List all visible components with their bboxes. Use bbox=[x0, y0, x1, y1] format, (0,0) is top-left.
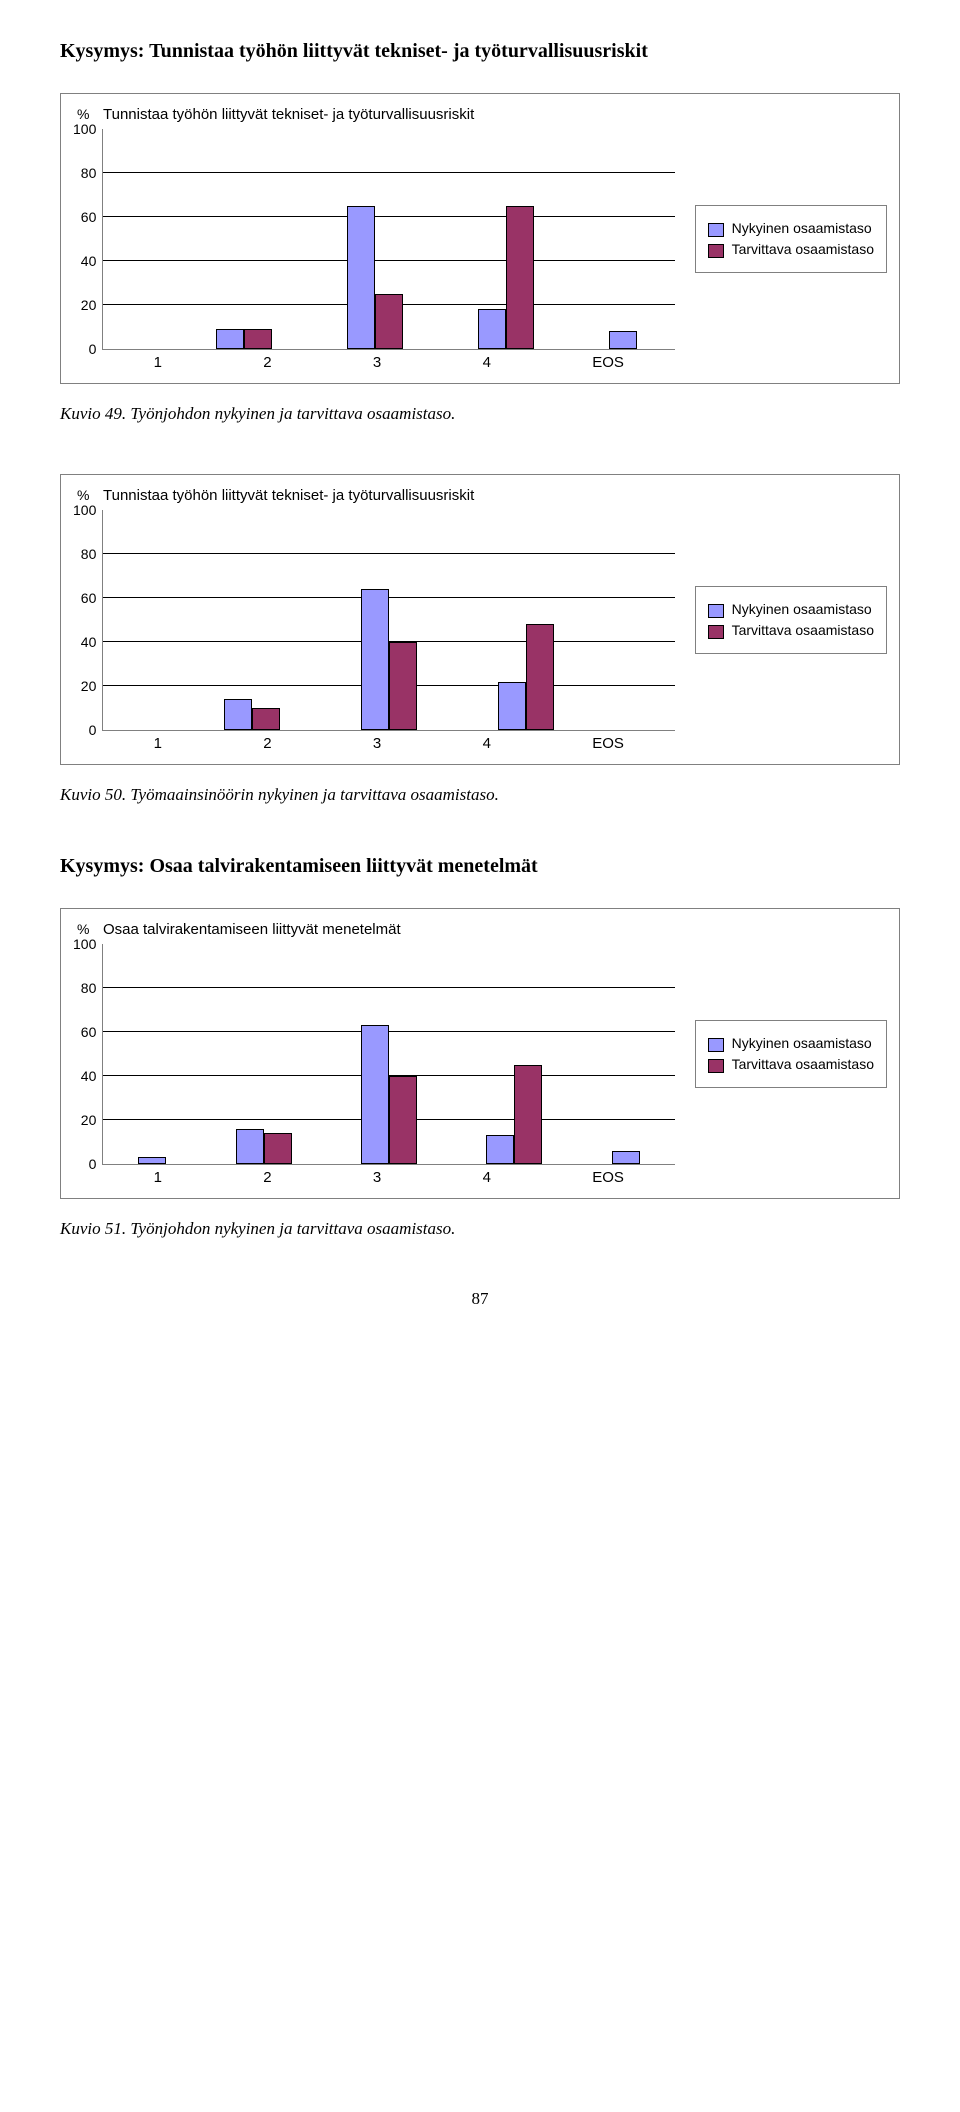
question-heading-2: Kysymys: Osaa talvirakentamiseen liittyv… bbox=[60, 855, 900, 878]
x-tick-label: EOS bbox=[592, 1169, 624, 1186]
bar-series2 bbox=[252, 708, 280, 730]
legend: Nykyinen osaamistaso Tarvittava osaamist… bbox=[695, 205, 887, 273]
bar-series1 bbox=[609, 331, 637, 349]
x-tick-label: 1 bbox=[154, 735, 162, 752]
bar-series2 bbox=[389, 642, 417, 730]
bar-group bbox=[138, 1157, 166, 1164]
x-tick-label: 3 bbox=[373, 1169, 381, 1186]
x-tick-label: 4 bbox=[483, 1169, 491, 1186]
plot-area bbox=[102, 129, 674, 350]
pct-label: % bbox=[77, 487, 89, 503]
chart-title: Tunnistaa työhön liittyvät tekniset- ja … bbox=[103, 487, 675, 504]
bar-series1 bbox=[361, 589, 389, 730]
chart-title: Osaa talvirakentamiseen liittyvät menete… bbox=[103, 921, 675, 938]
x-axis: 1 2 3 4 EOS bbox=[103, 1165, 675, 1186]
x-tick-label: 1 bbox=[154, 354, 162, 371]
legend-swatch-2 bbox=[708, 244, 724, 258]
bar-series1 bbox=[612, 1151, 640, 1164]
bar-series1 bbox=[224, 699, 252, 730]
bar-series2 bbox=[526, 624, 554, 730]
chart-title: Tunnistaa työhön liittyvät tekniset- ja … bbox=[103, 106, 675, 123]
legend-label-1: Nykyinen osaamistaso bbox=[732, 220, 872, 236]
x-tick-label: 3 bbox=[373, 354, 381, 371]
chart-caption: Kuvio 51. Työnjohdon nykyinen ja tarvitt… bbox=[60, 1219, 900, 1239]
bar-series1 bbox=[138, 1157, 166, 1164]
bar-group bbox=[486, 1065, 542, 1164]
legend-label-2: Tarvittava osaamistaso bbox=[732, 1056, 874, 1072]
legend-label-2: Tarvittava osaamistaso bbox=[732, 241, 874, 257]
legend-label-2: Tarvittava osaamistaso bbox=[732, 622, 874, 638]
bar-group bbox=[478, 206, 534, 349]
bar-group bbox=[361, 589, 417, 730]
chart-caption: Kuvio 49. Työnjohdon nykyinen ja tarvitt… bbox=[60, 404, 900, 424]
bar-series1 bbox=[236, 1129, 264, 1164]
bar-series2 bbox=[375, 294, 403, 349]
legend-swatch-1 bbox=[708, 604, 724, 618]
legend-swatch-1 bbox=[708, 1038, 724, 1052]
pct-label: % bbox=[77, 106, 89, 122]
x-tick-label: 3 bbox=[373, 735, 381, 752]
legend-swatch-2 bbox=[708, 1059, 724, 1073]
chart-50: % Tunnistaa työhön liittyvät tekniset- j… bbox=[60, 474, 900, 765]
chart-49: % Tunnistaa työhön liittyvät tekniset- j… bbox=[60, 93, 900, 384]
bar-series2 bbox=[389, 1076, 417, 1164]
chart-51: % Osaa talvirakentamiseen liittyvät mene… bbox=[60, 908, 900, 1199]
chart-caption: Kuvio 50. Työmaainsinöörin nykyinen ja t… bbox=[60, 785, 900, 805]
y-axis: 100806040200 bbox=[73, 944, 102, 1164]
bar-series2 bbox=[264, 1133, 292, 1164]
y-axis: 100806040200 bbox=[73, 129, 102, 349]
bar-series2 bbox=[506, 206, 534, 349]
pct-label: % bbox=[77, 921, 89, 937]
x-tick-label: 2 bbox=[263, 354, 271, 371]
bar-series1 bbox=[498, 682, 526, 730]
plot-area bbox=[102, 944, 674, 1165]
legend-label-1: Nykyinen osaamistaso bbox=[732, 1035, 872, 1051]
x-tick-label: 4 bbox=[483, 354, 491, 371]
bar-group bbox=[216, 329, 272, 349]
bar-series1 bbox=[486, 1135, 514, 1164]
bar-series2 bbox=[244, 329, 272, 349]
question-heading-1: Kysymys: Tunnistaa työhön liittyvät tekn… bbox=[60, 40, 900, 63]
x-axis: 1 2 3 4 EOS bbox=[103, 731, 675, 752]
legend-label-1: Nykyinen osaamistaso bbox=[732, 601, 872, 617]
bar-series2 bbox=[514, 1065, 542, 1164]
bar-group bbox=[609, 331, 637, 349]
bar-series1 bbox=[478, 309, 506, 349]
bar-group bbox=[236, 1129, 292, 1164]
y-axis: 100806040200 bbox=[73, 510, 102, 730]
x-tick-label: 4 bbox=[483, 735, 491, 752]
x-tick-label: EOS bbox=[592, 735, 624, 752]
x-tick-label: 1 bbox=[154, 1169, 162, 1186]
legend: Nykyinen osaamistaso Tarvittava osaamist… bbox=[695, 1020, 887, 1088]
x-tick-label: 2 bbox=[263, 1169, 271, 1186]
bar-group bbox=[347, 206, 403, 349]
page-number: 87 bbox=[60, 1289, 900, 1309]
bar-group bbox=[612, 1151, 640, 1164]
legend-swatch-1 bbox=[708, 223, 724, 237]
x-axis: 1 2 3 4 EOS bbox=[103, 350, 675, 371]
x-tick-label: 2 bbox=[263, 735, 271, 752]
bar-group bbox=[224, 699, 280, 730]
legend: Nykyinen osaamistaso Tarvittava osaamist… bbox=[695, 586, 887, 654]
bar-series1 bbox=[361, 1025, 389, 1164]
bar-group bbox=[361, 1025, 417, 1164]
legend-swatch-2 bbox=[708, 625, 724, 639]
bar-series1 bbox=[216, 329, 244, 349]
plot-area bbox=[102, 510, 674, 731]
bar-series1 bbox=[347, 206, 375, 349]
x-tick-label: EOS bbox=[592, 354, 624, 371]
bar-group bbox=[498, 624, 554, 730]
